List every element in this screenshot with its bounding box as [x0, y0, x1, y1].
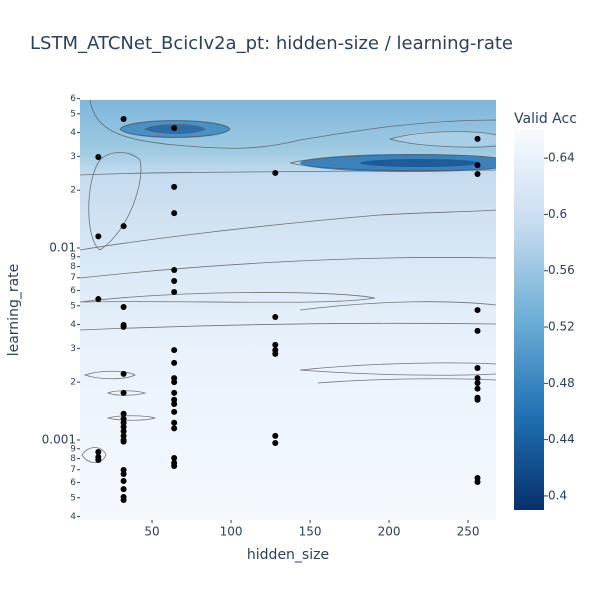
trial-point	[171, 288, 178, 295]
x-tick-label: 150	[299, 525, 322, 539]
trial-point	[171, 389, 178, 396]
trial-point	[120, 496, 127, 503]
y-tick-label: 7	[70, 465, 76, 475]
colorbar	[514, 130, 544, 510]
trial-point	[474, 327, 481, 334]
trial-point	[171, 210, 178, 217]
colorbar-tick-label: 0.52	[548, 320, 575, 334]
trial-point	[272, 350, 279, 357]
chart-title: LSTM_ATCNet_BcicIv2a_pt: hidden-size / l…	[30, 33, 513, 54]
trial-point	[474, 307, 481, 314]
trial-point	[120, 323, 127, 330]
trial-point	[120, 115, 127, 122]
trial-point	[272, 440, 279, 447]
trial-point	[95, 448, 102, 455]
y-tick-label: 6	[70, 286, 76, 296]
trial-point	[171, 267, 178, 274]
trial-point	[474, 385, 481, 392]
y-tick-label: 3	[70, 344, 76, 354]
y-tick-label: 0.001	[42, 432, 76, 446]
trial-point	[171, 400, 178, 407]
trial-point	[171, 183, 178, 190]
trial-point	[95, 296, 102, 303]
trial-point	[474, 479, 481, 486]
trial-point	[120, 486, 127, 493]
y-tick-label: 8	[70, 454, 76, 464]
y-tick-label: 2	[70, 186, 76, 196]
y-tick-label: 6	[70, 94, 76, 104]
trial-point	[95, 233, 102, 240]
trial-point	[272, 169, 279, 176]
trial-point	[120, 389, 127, 396]
x-tick-label: 100	[220, 525, 243, 539]
trial-point	[171, 425, 178, 432]
colorbar-tick-label: 0.44	[548, 432, 575, 446]
y-tick-label: 4	[70, 320, 76, 330]
y-tick-label: 3	[70, 152, 76, 162]
trial-point	[95, 456, 102, 463]
trial-point	[120, 419, 127, 426]
y-tick-label: 4	[70, 128, 76, 138]
trial-point	[474, 380, 481, 387]
trial-point	[272, 432, 279, 439]
trial-point	[171, 396, 178, 403]
x-tick-label: 200	[378, 525, 401, 539]
trial-point	[171, 359, 178, 366]
trial-point	[120, 428, 127, 435]
contour-fill	[80, 100, 496, 520]
trial-point	[120, 470, 127, 477]
y-tick-label: 5	[70, 301, 76, 311]
trial-point	[95, 153, 102, 160]
trial-point	[171, 379, 178, 386]
colorbar-title: Valid Acc	[514, 111, 577, 127]
trial-point	[272, 314, 279, 321]
trial-point	[120, 223, 127, 230]
x-tick-label: 250	[457, 525, 480, 539]
y-tick-label: 6	[70, 478, 76, 488]
trial-point	[120, 478, 127, 485]
trial-point	[171, 408, 178, 415]
colorbar-tick-label: 0.56	[548, 263, 575, 277]
y-tick-label: 4	[70, 512, 76, 522]
trial-point	[120, 410, 127, 417]
trial-point	[474, 396, 481, 403]
trial-point	[171, 454, 178, 461]
colorbar-tick-label: 0.64	[548, 151, 575, 165]
trial-point	[474, 375, 481, 382]
colorbar-tick-label: 0.4	[548, 488, 567, 502]
y-tick-label: 9	[70, 444, 76, 454]
y-tick-label: 5	[70, 493, 76, 503]
trial-point	[120, 303, 127, 310]
trial-point	[171, 124, 178, 131]
trial-point	[171, 278, 178, 285]
y-tick-label: 7	[70, 273, 76, 283]
trial-point	[120, 438, 127, 445]
trial-point	[474, 170, 481, 177]
trial-point	[474, 135, 481, 142]
trial-point	[272, 341, 279, 348]
trial-point	[474, 162, 481, 169]
x-axis-title: hidden_size	[247, 547, 329, 563]
x-tick-label: 50	[144, 525, 159, 539]
trial-point	[120, 370, 127, 377]
trial-point	[120, 423, 127, 430]
trial-point	[474, 365, 481, 372]
y-tick-label: 9	[70, 252, 76, 262]
y-tick-label: 0.01	[49, 240, 76, 254]
y-tick-label: 5	[70, 109, 76, 119]
trial-point	[171, 347, 178, 354]
y-tick-label: 8	[70, 262, 76, 272]
colorbar-tick-label: 0.6	[548, 207, 567, 221]
y-tick-label: 2	[70, 378, 76, 388]
trial-point	[171, 462, 178, 469]
colorbar-tick-label: 0.48	[548, 376, 575, 390]
trial-point	[171, 419, 178, 426]
y-axis-title: learning_rate	[6, 264, 22, 357]
